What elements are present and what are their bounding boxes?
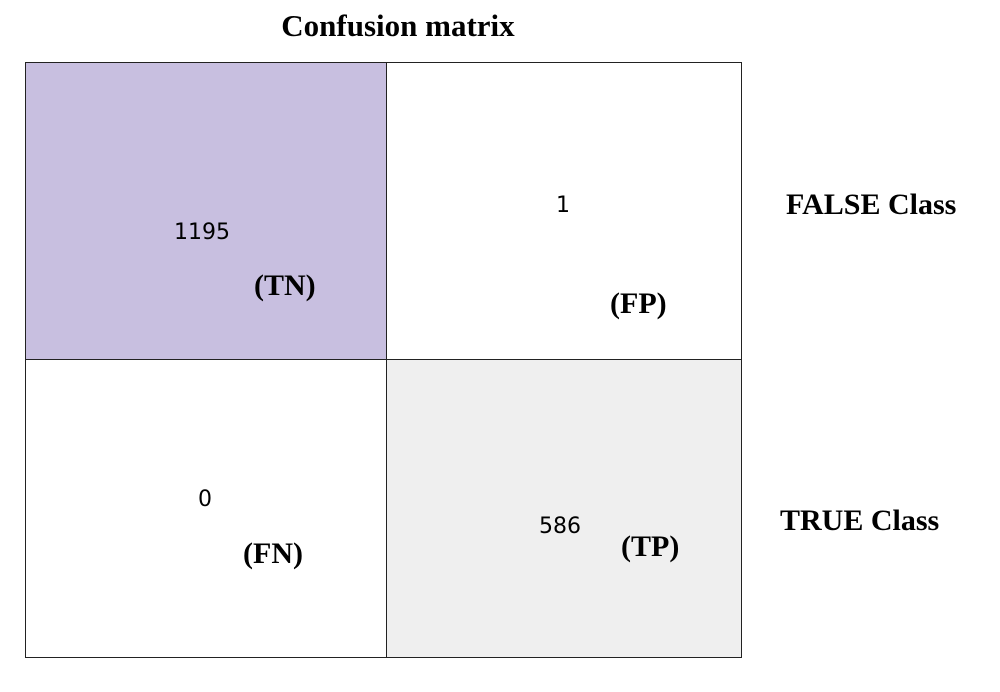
- confusion-matrix: 1195 (TN) 1 (FP) 0 (FN) 586 (TP): [25, 62, 742, 658]
- true-class-label: TRUE Class: [780, 504, 940, 537]
- tn-label: (TN): [254, 269, 316, 302]
- cell-false-negative: 0 (FN): [25, 359, 387, 658]
- tn-value: 1195: [174, 220, 230, 245]
- fp-label: (FP): [610, 287, 667, 320]
- page-title: Confusion matrix: [281, 8, 515, 43]
- tp-label: (TP): [621, 530, 680, 563]
- cell-true-positive: 586 (TP): [386, 359, 742, 658]
- false-class-label: FALSE Class: [786, 188, 957, 221]
- fn-value: 0: [198, 487, 212, 512]
- fn-label: (FN): [243, 537, 303, 570]
- tp-value: 586: [539, 514, 581, 539]
- fp-value: 1: [556, 193, 570, 218]
- cell-false-positive: 1 (FP): [386, 62, 742, 360]
- cell-true-negative: 1195 (TN): [25, 62, 387, 360]
